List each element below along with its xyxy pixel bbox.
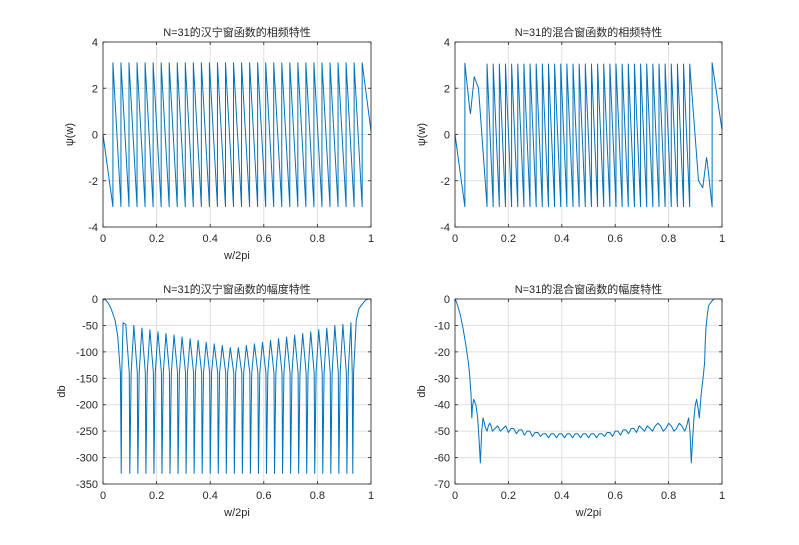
panel-3: 0 0.2 0.4 0.6 0.8 1 -350 -300 -250 -200 -150 -100 -5… bbox=[56, 282, 374, 519]
panel-4-ytick-label-5: -20 bbox=[434, 347, 450, 359]
panel-3-ytick-label-3: -200 bbox=[76, 400, 98, 412]
panel-1-xtick-label-5: 1 bbox=[368, 233, 374, 245]
panel-4-xtick-label-2: 0.4 bbox=[554, 490, 569, 502]
panel-4-ytick-label-7: 0 bbox=[444, 294, 450, 306]
panel-1-ylabel: ψ(w) bbox=[64, 123, 76, 146]
panel-2-ylabel: ψ(w) bbox=[416, 123, 428, 146]
panel-4-title: N=31的混合窗函数的幅度特性 bbox=[515, 282, 663, 296]
panel-3-ytick-label-6: -50 bbox=[82, 320, 98, 332]
panel-2-xtick-label-5: 1 bbox=[719, 233, 725, 245]
panel-2-ytick-label-4: 4 bbox=[444, 37, 450, 49]
panel-1-xtick-label-2: 0.4 bbox=[203, 233, 218, 245]
panel-4-xtick-label-3: 0.6 bbox=[608, 490, 623, 502]
panel-3-ytick-label-2: -250 bbox=[76, 426, 98, 438]
panel-3-ytick-label-7: 0 bbox=[92, 294, 98, 306]
panel-1-ytick-label-4: 4 bbox=[92, 37, 98, 49]
panel-1-ytick-label-1: -2 bbox=[88, 176, 98, 188]
panel-1-series-1-line bbox=[102, 62, 372, 208]
panel-2-xtick-label-3: 0.6 bbox=[608, 233, 623, 245]
panel-4-xtick-label-0: 0 bbox=[452, 490, 458, 502]
panel-4: 0 0.2 0.4 0.6 0.8 1 -70 -60 -50 -40 -30 -20 -10 0 N=31… bbox=[416, 282, 725, 519]
panel-3-xlabel: w/2pi bbox=[223, 507, 250, 519]
panel-2-title: N=31的混合窗函数的相频特性 bbox=[515, 25, 663, 39]
panel-2-ytick-label-1: -2 bbox=[440, 176, 450, 188]
panel-4-xlabel: w/2pi bbox=[575, 507, 602, 519]
panel-4-plot-area bbox=[455, 299, 722, 484]
panel-4-xtick-label-1: 0.2 bbox=[501, 490, 516, 502]
panel-2: 0 0.2 0.4 0.6 0.8 1 -4 -2 0 2 4 N=31的混合窗函数的相频特性 ψ(w) bbox=[416, 25, 725, 245]
panel-3-ytick-label-0: -350 bbox=[76, 479, 98, 491]
panel-1-xtick-label-1: 0.2 bbox=[149, 233, 164, 245]
panel-4-ytick-label-2: -50 bbox=[434, 426, 450, 438]
panel-3-axes-frame bbox=[102, 298, 372, 485]
panel-2-ytick-label-0: -4 bbox=[440, 222, 450, 234]
panel-3-xtick-label-3: 0.6 bbox=[256, 490, 271, 502]
panel-1-xtick-label-0: 0 bbox=[100, 233, 106, 245]
panel-2-ytick-label-3: 2 bbox=[444, 83, 450, 95]
panel-1: 0 0.2 0.4 0.6 0.8 1 -4 -2 0 2 4 N=31的汉宁窗函数的相频特性 w/2p… bbox=[64, 25, 374, 262]
panel-2-xtick-label-1: 0.2 bbox=[501, 233, 516, 245]
panel-3-xtick-label-0: 0 bbox=[100, 490, 106, 502]
panel-4-xtick-label-5: 1 bbox=[719, 490, 725, 502]
panel-3-ylabel: db bbox=[56, 385, 68, 397]
panel-1-xtick-label-4: 0.8 bbox=[310, 233, 325, 245]
panel-3-ytick-label-5: -100 bbox=[76, 347, 98, 359]
panel-4-ytick-label-4: -30 bbox=[434, 373, 450, 385]
panel-3-xtick-label-4: 0.8 bbox=[310, 490, 325, 502]
panel-1-ytick-label-2: 0 bbox=[92, 130, 98, 142]
panel-3-series-1-line bbox=[102, 298, 371, 474]
subplot-grid: 0 0.2 0.4 0.6 0.8 1-4-2024N=31的汉宁窗函数的相频特性w/2p… bbox=[56, 25, 725, 519]
panel-3-xtick-label-5: 1 bbox=[368, 490, 374, 502]
panel-3-xtick-label-1: 0.2 bbox=[149, 490, 164, 502]
panel-4-ytick-label-3: -40 bbox=[434, 400, 450, 412]
panel-2-xtick-label-0: 0 bbox=[452, 233, 458, 245]
panel-1-ytick-label-3: 2 bbox=[92, 83, 98, 95]
panel-4-xtick-label-4: 0.8 bbox=[661, 490, 676, 502]
panel-3-ytick-label-4: -150 bbox=[76, 373, 98, 385]
panel-3-title: N=31的汉宁窗函数的幅度特性 bbox=[163, 282, 311, 296]
panel-4-ytick-label-0: -70 bbox=[434, 479, 450, 491]
panel-4-ylabel: db bbox=[416, 385, 428, 397]
panel-4-axes-frame bbox=[454, 298, 723, 485]
panel-2-xtick-label-4: 0.8 bbox=[661, 233, 676, 245]
panel-3-xtick-label-2: 0.4 bbox=[203, 490, 218, 502]
panel-1-xlabel: w/2pi bbox=[223, 250, 250, 262]
panel-1-ytick-label-0: -4 bbox=[88, 222, 98, 234]
panel-4-series-1-line bbox=[454, 298, 722, 464]
panel-1-title: N=31的汉宁窗函数的相频特性 bbox=[163, 25, 311, 39]
panel-2-series-1-line bbox=[454, 62, 723, 208]
panel-4-ytick-label-1: -60 bbox=[434, 453, 450, 465]
panel-4-ytick-label-6: -10 bbox=[434, 320, 450, 332]
panel-1-xtick-label-3: 0.6 bbox=[256, 233, 271, 245]
panel-2-xtick-label-2: 0.4 bbox=[554, 233, 569, 245]
panel-2-ytick-label-2: 0 bbox=[444, 130, 450, 142]
panel-3-ytick-label-1: -300 bbox=[76, 453, 98, 465]
